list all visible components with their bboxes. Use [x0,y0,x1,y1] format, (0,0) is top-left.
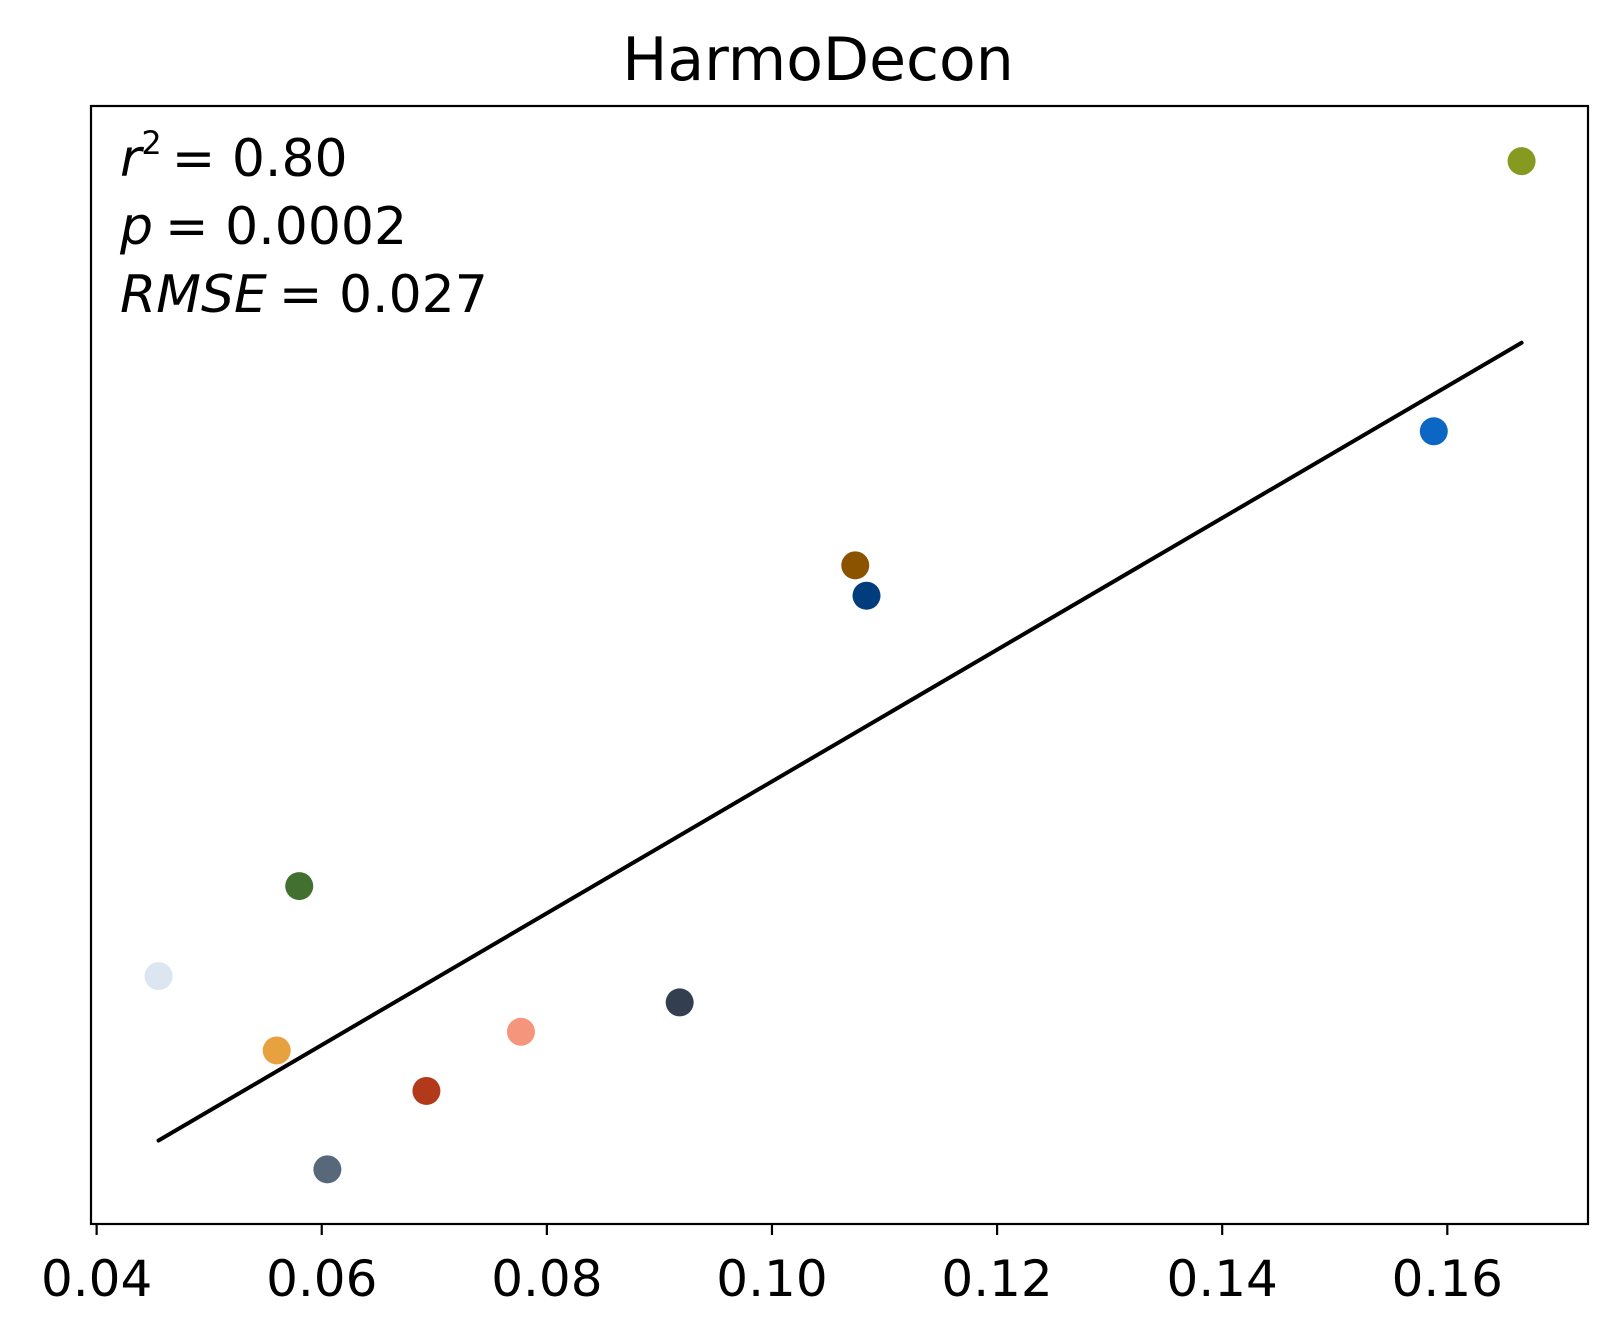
r-exponent: 2 [141,124,161,162]
chart-title: HarmoDecon [622,25,1014,95]
r-squared-annotation: r2 = 0.80 [120,124,348,189]
r-squared-value: = 0.80 [172,129,348,189]
rmse-value: = 0.027 [279,265,488,325]
rmse-symbol: RMSE [120,265,267,325]
p-symbol: p [119,197,153,257]
scatter-point-5 [412,1076,441,1105]
scatter-point-7 [665,988,694,1017]
p-value-annotation: p = 0.0002 [119,197,407,257]
scatter-point-2 [262,1036,291,1065]
x-tick-label: 0.14 [1167,1250,1278,1308]
x-tick-label: 0.16 [1392,1250,1503,1308]
x-tick-label: 0.12 [941,1250,1052,1308]
scatter-point-10 [1419,417,1448,446]
plot-frame [89,104,1590,1226]
x-tick-label: 0.04 [41,1250,152,1308]
p-value: = 0.0002 [165,197,407,257]
rmse-annotation: RMSE = 0.027 [120,265,488,325]
scatter-point-4 [313,1155,342,1184]
scatter-point-11 [1507,147,1536,176]
scatter-point-8 [841,551,870,580]
x-tick-label: 0.06 [266,1250,377,1308]
x-tick-label: 0.08 [491,1250,602,1308]
r-symbol: r [120,129,145,189]
scatter-point-9 [852,581,881,610]
regression-line [156,340,1524,1143]
scatter-point-6 [506,1017,535,1046]
scatter-point-3 [285,872,314,901]
scatter-point-1 [144,962,173,991]
plot-area [144,147,1536,1184]
x-tick-label: 0.10 [716,1250,827,1308]
x-axis: 0.04 0.06 0.08 0.10 0.12 0.14 0.16 [41,1224,1503,1308]
